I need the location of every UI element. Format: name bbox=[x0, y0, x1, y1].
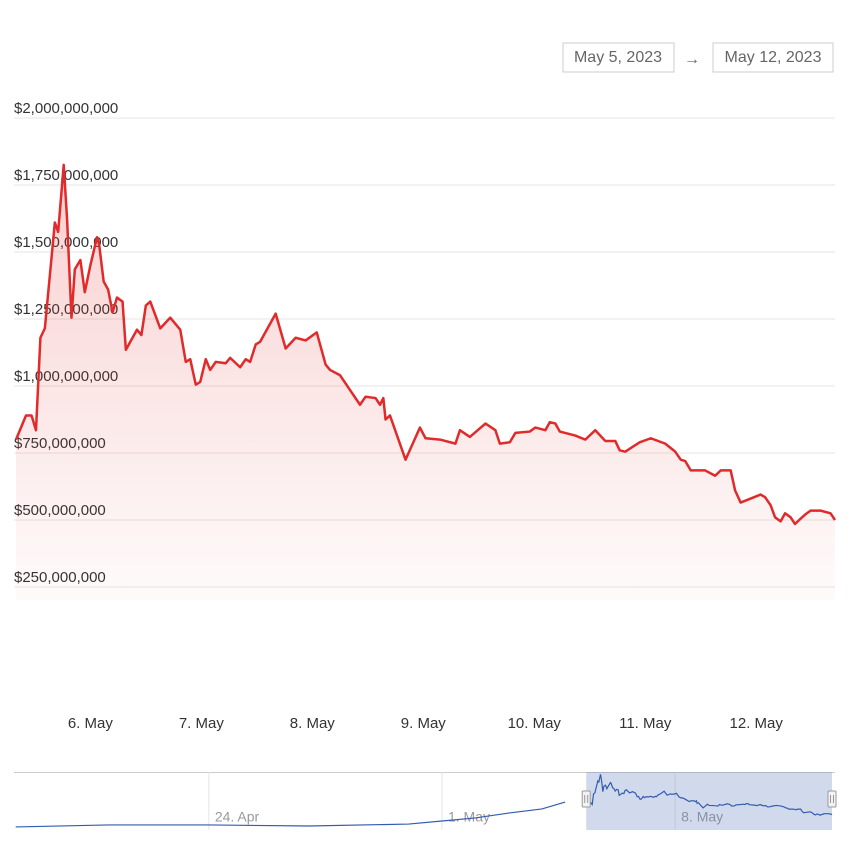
navigator-line bbox=[585, 774, 833, 816]
range-to-box[interactable] bbox=[712, 42, 834, 73]
range-to[interactable]: May 12, 2023 bbox=[712, 42, 834, 73]
x-tick-label: 10. May bbox=[508, 715, 562, 732]
navigator-handle[interactable] bbox=[827, 790, 837, 808]
area-fill bbox=[16, 164, 835, 600]
y-tick-label: $2,000,000,000 bbox=[14, 100, 118, 117]
range-from-text[interactable]: May 5, 2023 bbox=[574, 49, 662, 66]
navigator-tick-label: 8. May bbox=[681, 809, 723, 825]
x-tick-label: 11. May bbox=[619, 715, 672, 732]
x-tick-label: 6. May bbox=[68, 715, 114, 732]
y-tick-label: $1,750,000,000 bbox=[14, 167, 118, 184]
navigator-tick-label: 1. May bbox=[448, 809, 490, 825]
x-tick-label: 7. May bbox=[179, 715, 225, 732]
navigator-frame bbox=[14, 772, 835, 830]
range-from-box[interactable] bbox=[562, 42, 675, 73]
range-from[interactable]: May 5, 2023 bbox=[562, 42, 675, 73]
x-tick-label: 8. May bbox=[290, 715, 336, 732]
navigator-tick-label: 24. Apr bbox=[215, 809, 260, 825]
price-line bbox=[14, 163, 837, 526]
x-tick-label: 9. May bbox=[401, 715, 447, 732]
range-to-text[interactable]: May 12, 2023 bbox=[725, 49, 822, 66]
x-tick-label: 12. May bbox=[730, 715, 784, 732]
navigator-line bbox=[15, 801, 566, 828]
navigator-handle[interactable] bbox=[581, 790, 591, 808]
navigator-selection[interactable] bbox=[586, 772, 833, 830]
range-separator: → bbox=[684, 51, 700, 68]
